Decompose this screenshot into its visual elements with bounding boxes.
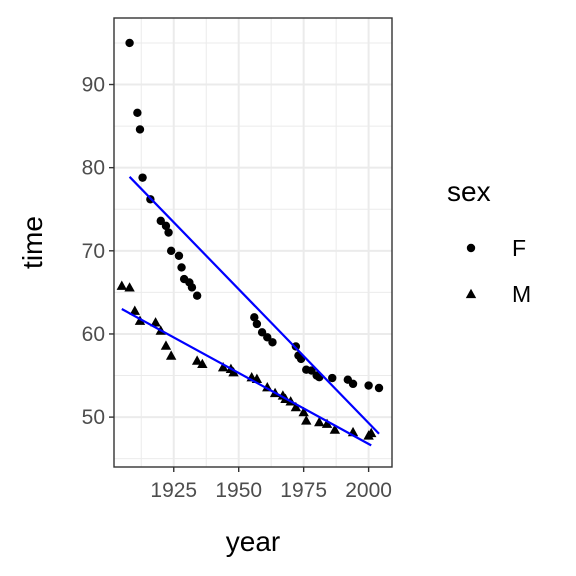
x-tick-label: 2000 [345,479,392,502]
y-tick-label: 60 [82,323,105,346]
data-point [177,263,186,272]
data-point [328,373,337,383]
plot-panel [113,17,393,468]
x-tick-label: 1950 [215,479,262,502]
data-point [252,319,262,329]
data-point [257,328,267,337]
legend: sex FM [447,176,531,307]
data-point [298,406,309,417]
data-point [116,280,127,290]
data-point [197,358,208,369]
series-F [125,38,384,393]
data-point [366,427,377,438]
data-point [191,355,203,365]
y-tick-label: 90 [82,74,105,97]
data-point [138,173,147,182]
data-point [192,291,202,300]
data-point [164,228,173,237]
data-point [374,383,384,393]
legend-item-M: M [465,281,531,307]
y-tick-label: 80 [82,157,105,180]
trend-line-M [121,308,372,447]
y-tick-label: 50 [82,406,105,429]
y-tick-label: 70 [82,240,105,263]
data-point [129,305,140,315]
data-point [348,379,358,389]
legend-label: M [512,281,531,307]
legend-label: F [512,235,526,261]
panel-border [113,17,393,468]
data-point [166,246,176,256]
data-point [290,401,302,412]
legend-title: sex [447,176,491,207]
data-point [124,282,135,292]
data-point [150,317,161,327]
data-point [364,381,373,390]
data-point [228,367,239,377]
data-point [307,366,316,375]
data-point [329,424,341,434]
data-point [301,415,312,425]
data-point [314,416,325,427]
data-point [174,251,184,261]
y-axis-title: time [17,216,48,269]
data-point [160,340,172,350]
data-point [321,418,333,428]
data-point [263,333,272,342]
data-point [217,362,229,372]
data-point [291,342,301,351]
legend-key-triangle [465,288,477,299]
data-point [268,338,277,347]
legend-item-F: F [466,235,526,261]
data-point [161,221,171,231]
data-point [135,125,145,134]
x-axis-title: year [226,526,280,557]
data-point [156,216,165,226]
legend-key-circle [466,243,476,253]
data-point [125,38,134,48]
x-axis: 1925 1950 1975 2000 [150,467,392,502]
x-tick-label: 1925 [150,479,197,502]
data-point [133,108,142,117]
data-point [187,283,197,292]
trend-line-F [128,176,380,435]
panel-background [114,18,392,467]
data-point [165,350,177,360]
data-point [250,313,259,322]
x-tick-label: 1975 [280,479,327,502]
y-axis: 50 60 70 80 90 [82,74,114,429]
